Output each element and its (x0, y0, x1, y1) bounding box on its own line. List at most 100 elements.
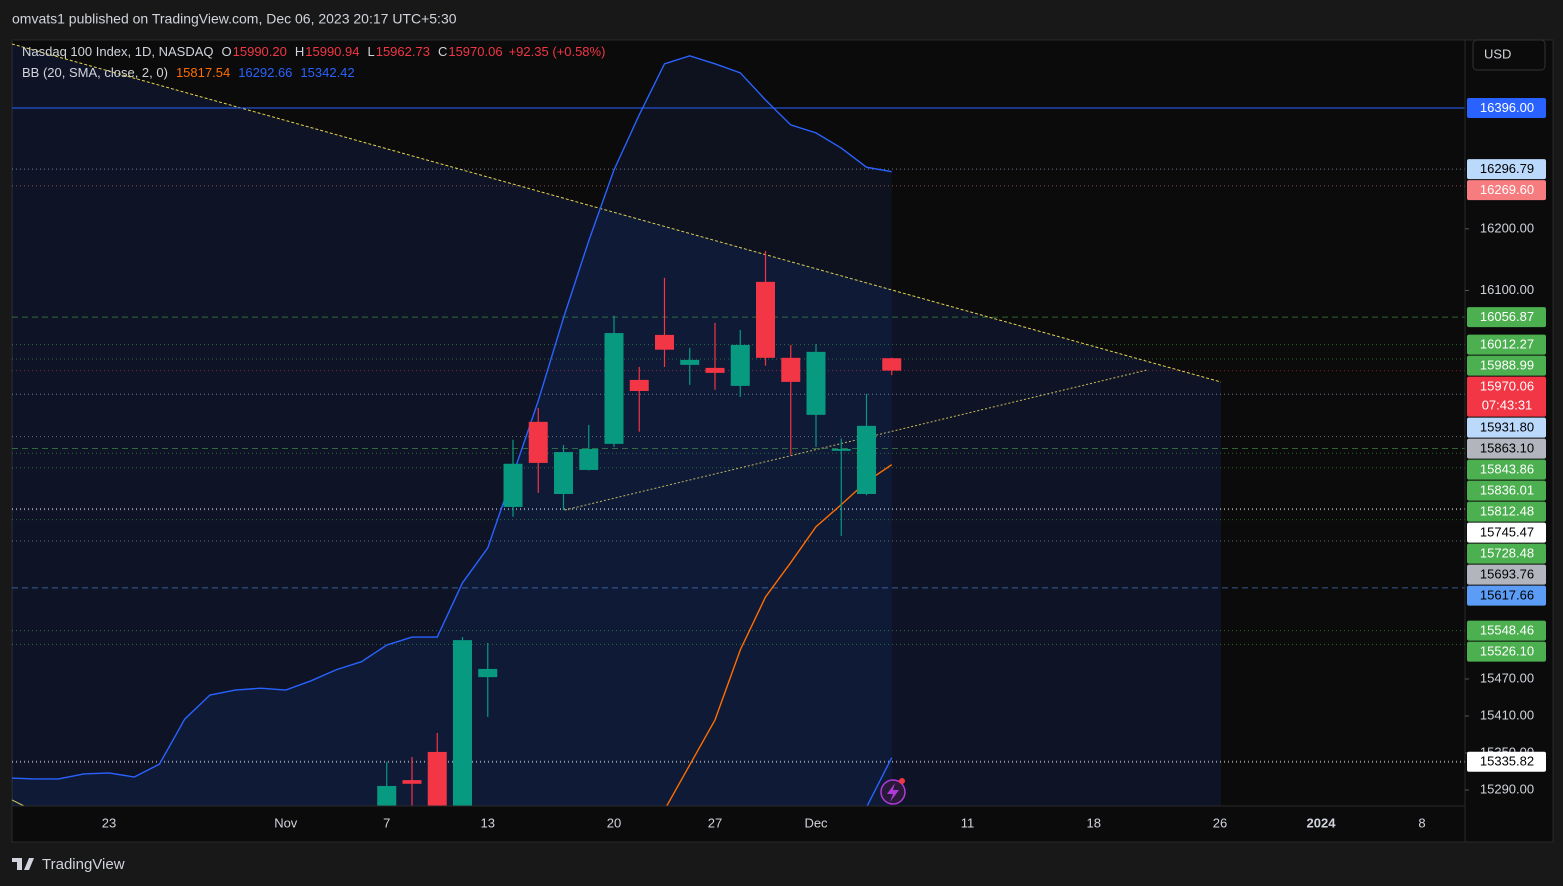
x-tick-label: 20 (607, 815, 621, 830)
candle-body (604, 333, 624, 444)
price-label: 15548.46 (1480, 623, 1534, 638)
y-tick-label: 15410.00 (1480, 707, 1534, 722)
band-line (12, 55, 892, 780)
tv-logo (12, 858, 34, 870)
price-label-box (1467, 620, 1546, 641)
x-tick-label: 23 (102, 815, 116, 830)
legend-text: 15970.06 (448, 44, 502, 59)
trendline (12, 43, 1222, 383)
legend-text: 15962.73 (376, 44, 430, 59)
x-tick-label: 27 (708, 815, 722, 830)
price-label-box (1467, 417, 1546, 438)
price-label: 15843.86 (1480, 462, 1534, 477)
price-label: 15526.10 (1480, 644, 1534, 659)
legend-text: 16292.66 (238, 65, 292, 80)
x-tick-label: Dec (804, 815, 828, 830)
legend-main: Nasdaq 100 Index, 1D, NASDAQ O15990.20 H15… (22, 44, 605, 59)
currency-button[interactable] (1472, 39, 1546, 71)
price-label-box (1467, 459, 1546, 480)
candle-body (756, 281, 775, 358)
trendline (12, 799, 25, 806)
x-tick-label: 13 (481, 815, 495, 830)
candle-body (655, 334, 674, 350)
price-label-box (1467, 501, 1546, 522)
legend-text: 15990.94 (305, 44, 359, 59)
candle-body (857, 425, 876, 494)
x-tick-label: 8 (1418, 815, 1425, 830)
price-label-box (1467, 480, 1546, 501)
price-label-box (1467, 97, 1546, 118)
price-label: 15693.76 (1480, 567, 1534, 582)
price-label: 16396.00 (1480, 100, 1534, 115)
x-tick-label: 2024 (1307, 815, 1337, 830)
legend-text: Nasdaq 100 Index, 1D, NASDAQ (22, 44, 214, 59)
candle-body (579, 448, 599, 470)
candle-body (528, 421, 548, 463)
legend-text: +92.35 (+0.58%) (509, 44, 606, 59)
price-label-box (1467, 751, 1546, 772)
y-tick-label: 16200.00 (1480, 220, 1534, 235)
price-label-box (1467, 641, 1546, 662)
plot (12, 55, 1465, 806)
alert-icon[interactable] (880, 778, 906, 805)
price-label-box (1467, 438, 1546, 459)
price-label-box (1467, 564, 1546, 585)
price-label: 15863.10 (1480, 441, 1534, 456)
price-label-box (1467, 355, 1546, 376)
candle-body (705, 367, 725, 373)
candle-body (402, 780, 422, 784)
price-label-box (1467, 543, 1546, 564)
price-label: 15728.48 (1480, 546, 1534, 561)
candle-body (882, 358, 902, 371)
candle-body (831, 448, 851, 451)
y-tick-label: 15470.00 (1480, 670, 1534, 685)
legend-text: L (367, 44, 374, 59)
x-tick-label: 7 (383, 815, 390, 830)
candle-body (554, 452, 573, 494)
band-line (866, 757, 893, 806)
candle-body (680, 359, 700, 365)
candle-body (503, 463, 523, 507)
price-label: 15970.06 (1480, 379, 1534, 394)
axes: 16200.0016100.0015470.0015410.0015350.00… (102, 97, 1546, 830)
legend-text: 15342.42 (300, 65, 354, 80)
y-tick-label: 15290.00 (1480, 781, 1534, 796)
chart-frame (11, 39, 1554, 843)
price-label: 16269.60 (1480, 182, 1534, 197)
price-label-box (1467, 307, 1546, 328)
candle-body (427, 751, 447, 806)
footer-brand: TradingView (42, 856, 125, 873)
legend-text: 15817.54 (176, 65, 230, 80)
price-label-box (1467, 585, 1546, 606)
price-label-box (1467, 334, 1546, 355)
price-label: 15988.99 (1480, 358, 1534, 373)
countdown: 07:43:31 (1482, 398, 1533, 413)
band-line (665, 464, 893, 806)
legend-text: O (222, 44, 232, 59)
price-label-box (1467, 376, 1546, 417)
candle-body (377, 785, 397, 806)
price-label: 15617.66 (1480, 588, 1534, 603)
currency: USD (1484, 46, 1511, 61)
price-label: 16012.27 (1480, 337, 1534, 352)
y-tick-label: 16100.00 (1480, 282, 1534, 297)
candle-body (629, 379, 649, 392)
x-tick-label: 26 (1213, 815, 1227, 830)
price-label: 16296.79 (1480, 161, 1534, 176)
publisher: omvats1 published on TradingView.com, De… (12, 11, 457, 27)
legend-text: BB (20, SMA, close, 2, 0) (22, 65, 168, 80)
price-label-box (1467, 180, 1546, 201)
price-label: 16056.87 (1480, 309, 1534, 324)
price-label: 15931.80 (1480, 420, 1534, 435)
candle-body (730, 344, 750, 386)
band-fill (12, 55, 892, 806)
price-label: 15812.48 (1480, 504, 1534, 519)
price-label: 15745.47 (1480, 525, 1534, 540)
x-tick-label: 11 (961, 815, 975, 830)
legend-indicator: BB (20, SMA, close, 2, 0) 15817.54 16292.6… (22, 65, 355, 80)
price-label-box (1467, 159, 1546, 180)
price-label: 15335.82 (1480, 754, 1534, 769)
x-tick-label: Nov (274, 815, 298, 830)
